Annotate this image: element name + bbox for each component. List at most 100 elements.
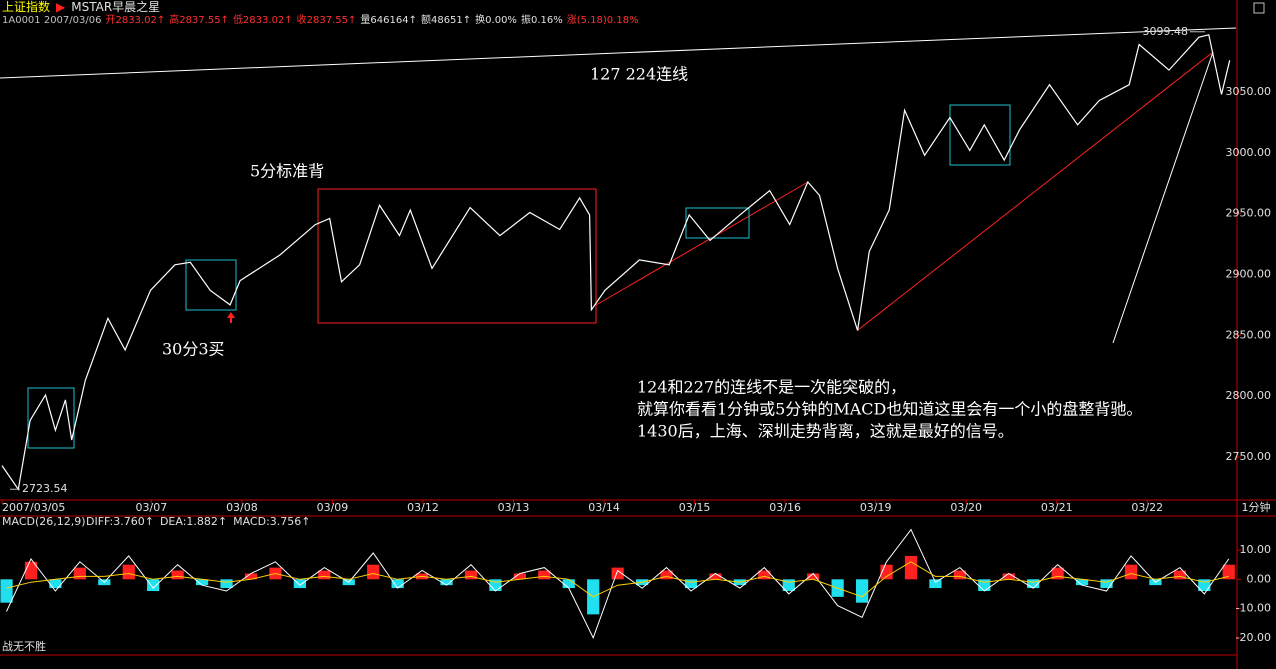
macd-bar xyxy=(147,579,160,591)
macd-bar xyxy=(562,579,575,589)
annotation: 5分标准背 xyxy=(250,162,324,181)
macd-bar xyxy=(709,573,722,580)
macd-bar xyxy=(367,564,380,580)
y-tick-label: -20.00 xyxy=(1236,631,1271,644)
x-tick-label: 03/21 xyxy=(1041,501,1073,514)
y-tick-label: 0.00 xyxy=(1247,572,1272,585)
macd-bar xyxy=(684,579,698,589)
macd-bar xyxy=(1002,573,1015,580)
legend-item: DEA:1.882↑ xyxy=(160,515,227,528)
macd-bar xyxy=(73,567,86,580)
macd-bar xyxy=(1222,564,1235,580)
macd-bar xyxy=(538,570,551,580)
macd-bar xyxy=(1173,570,1186,580)
y-tick-label: 2950.00 xyxy=(1226,207,1272,220)
macd-bar xyxy=(855,579,869,603)
macd-bar xyxy=(489,579,502,591)
low-label: 2723.54 xyxy=(22,482,68,495)
macd-bar xyxy=(440,579,453,586)
x-tick-label: 03/15 xyxy=(679,501,711,514)
annotation: 30分3买 xyxy=(162,340,225,359)
x-tick-label: 03/09 xyxy=(317,501,349,514)
macd-bar xyxy=(953,570,966,580)
y-tick-label: 10.00 xyxy=(1240,543,1272,556)
macd-bar xyxy=(807,573,820,580)
quote-item: 振0.16% xyxy=(520,15,563,26)
quote-item: 额48651↑ xyxy=(420,15,472,26)
indicator-name[interactable]: MSTAR早晨之星 xyxy=(71,0,161,14)
footer-text: 战无不胜 xyxy=(2,639,46,653)
y-tick-label: -10.00 xyxy=(1236,602,1271,615)
macd-bar xyxy=(758,570,771,580)
macd-line xyxy=(6,528,1230,640)
macd-bar xyxy=(244,573,258,580)
macd-bar xyxy=(391,579,404,589)
annotation: 1430后，上海、深圳走势背离，这就是最好的信号。 xyxy=(637,422,1014,441)
macd-bar xyxy=(195,579,209,586)
x-tick-label: 03/12 xyxy=(407,501,439,514)
y-tick-label: 2850.00 xyxy=(1226,328,1272,341)
x-tick-label: 03/07 xyxy=(136,501,168,514)
high-label: 3099.48 xyxy=(1143,25,1189,38)
macd-bar xyxy=(782,579,795,591)
macd-bar xyxy=(1027,579,1040,589)
quote-item: 开2833.02↑ xyxy=(105,15,166,26)
macd-bar xyxy=(660,570,673,580)
macd-bar xyxy=(978,579,991,591)
annotation: 127 224连线 xyxy=(590,65,688,84)
y-tick-label: 2750.00 xyxy=(1226,450,1272,463)
quote-item: 收2837.55↑ xyxy=(296,15,357,26)
macd-bar xyxy=(1051,567,1064,580)
x-tick-label: 03/13 xyxy=(498,501,530,514)
drawings xyxy=(0,27,1237,449)
quote-item: 换0.00% xyxy=(475,15,517,26)
quote-item: 1A0001 2007/03/06 xyxy=(2,15,102,26)
macd-bar xyxy=(171,570,184,580)
quote-bar: 1A0001 2007/03/06 开2833.02↑ 高2837.55↑ 低2833… xyxy=(2,14,639,27)
macd-title: MACD(26,12,9) xyxy=(2,515,86,528)
annotation: 124和227的连线不是一次能突破的， xyxy=(637,378,906,397)
macd-bar xyxy=(0,579,13,603)
legend-item: MACD:3.756↑ xyxy=(233,515,310,528)
x-tick-label: 03/22 xyxy=(1131,501,1163,514)
x-tick-label: 03/08 xyxy=(226,501,258,514)
macd-bar xyxy=(122,564,135,580)
window-button[interactable] xyxy=(1253,2,1265,14)
quote-item: 低2833.02↑ xyxy=(232,15,293,26)
x-tick-label: 2007/03/05 xyxy=(2,501,65,514)
y-tick-label: 3050.00 xyxy=(1226,85,1272,98)
x-tick-label: 03/14 xyxy=(588,501,620,514)
period-label: 1分钟 xyxy=(1242,500,1271,514)
x-tick-label: 03/20 xyxy=(950,501,982,514)
macd-bar xyxy=(1100,579,1113,589)
macd-bar xyxy=(220,579,233,589)
quote-item: 量646164↑ xyxy=(360,15,417,26)
macd-bar xyxy=(464,570,478,580)
quote-item: 涨(5.18)0.18% xyxy=(566,15,639,26)
header: 上证指数 ▶ MSTAR早晨之星 xyxy=(2,0,160,14)
y-tick-label: 3000.00 xyxy=(1226,146,1272,159)
symbol-title: 上证指数 xyxy=(2,0,51,14)
annotation: 就算你看看1分钟或5分钟的MACD也知道这里会有一个小的盘整背驰。 xyxy=(637,400,1142,419)
macd-bar xyxy=(611,567,624,580)
x-tick-label: 03/19 xyxy=(860,501,892,514)
macd-bar xyxy=(49,579,62,589)
macd-line xyxy=(6,561,1229,598)
macd-bar xyxy=(904,555,918,580)
x-tick-label: 03/16 xyxy=(769,501,801,514)
legend-item: DIFF:3.760↑ xyxy=(86,515,154,528)
macd-bar xyxy=(318,570,331,580)
macd-bar xyxy=(293,579,306,589)
macd-bar xyxy=(929,579,942,589)
macd-bar xyxy=(1198,579,1211,591)
macd-bar xyxy=(1124,564,1138,580)
quote-item: 高2837.55↑ xyxy=(169,15,229,26)
y-tick-label: 2900.00 xyxy=(1226,268,1272,281)
price-line xyxy=(1,34,1231,491)
macd-bar xyxy=(513,573,526,580)
macd-bar xyxy=(1075,579,1089,586)
arrow-icon: ▶ xyxy=(56,0,66,14)
